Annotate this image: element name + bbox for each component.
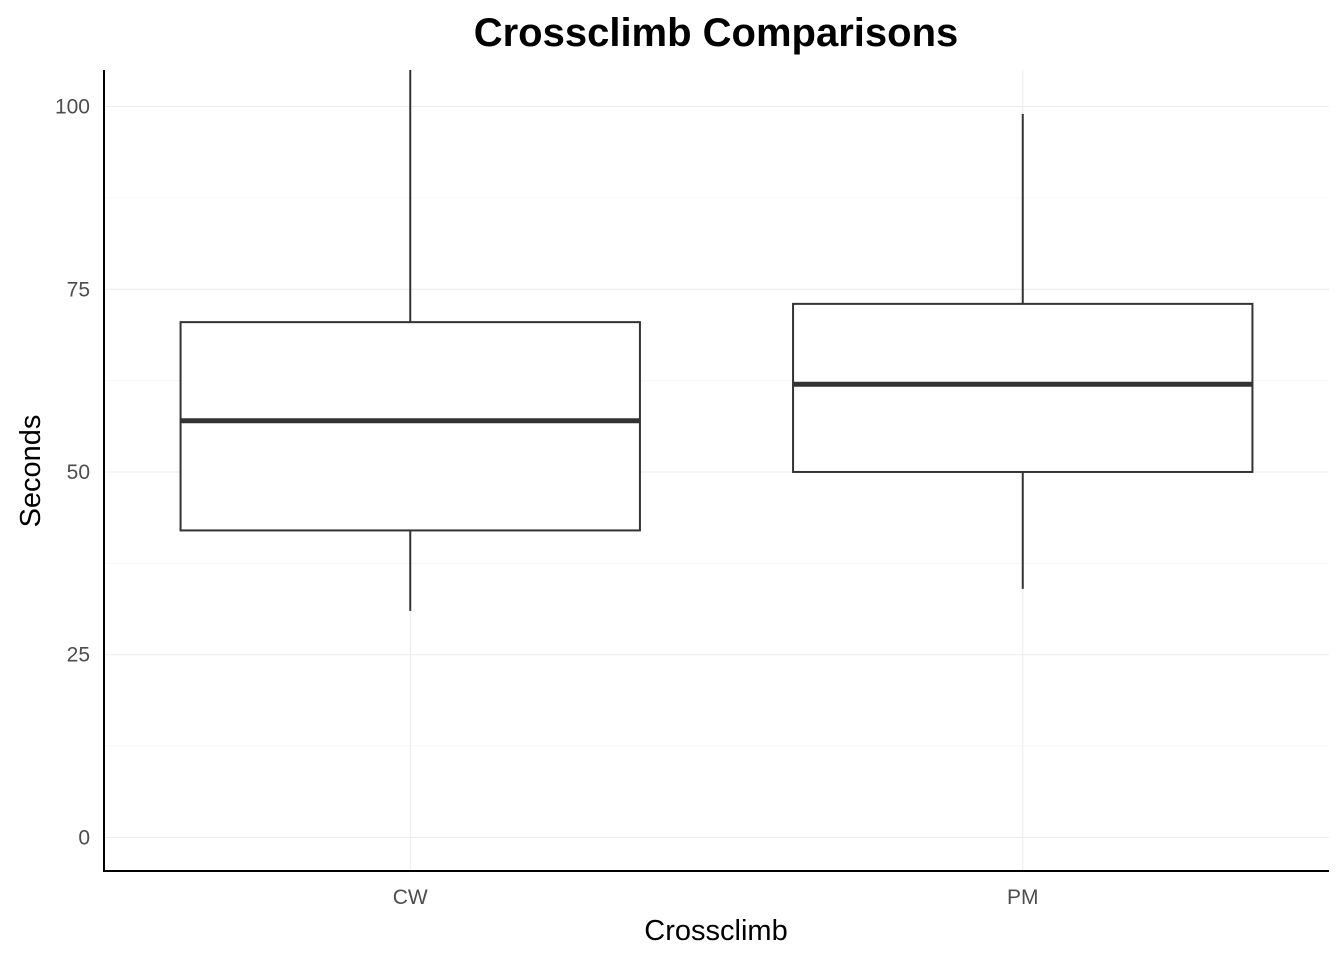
box-layer [179,70,1254,611]
tick-label-layer: 0 25 50 75 100 CW PM [55,96,1039,909]
y-tick-label: 100 [55,96,90,119]
iqr-box [792,302,1254,473]
y-tick-label: 25 [67,644,90,667]
y-tick-label: 50 [67,461,90,484]
x-tick-label: CW [393,886,428,909]
y-axis-title: Seconds [15,415,47,528]
x-axis-title: Crossclimb [644,915,787,947]
y-tick-label: 0 [78,826,90,849]
iqr-box [179,321,641,532]
y-tick-label: 75 [67,278,90,301]
chart-title: Crossclimb Comparisons [474,11,959,55]
axis-layer [103,70,1329,872]
x-tick-label: PM [1007,886,1039,909]
box-pm [792,113,1254,589]
box-cw [179,70,641,611]
